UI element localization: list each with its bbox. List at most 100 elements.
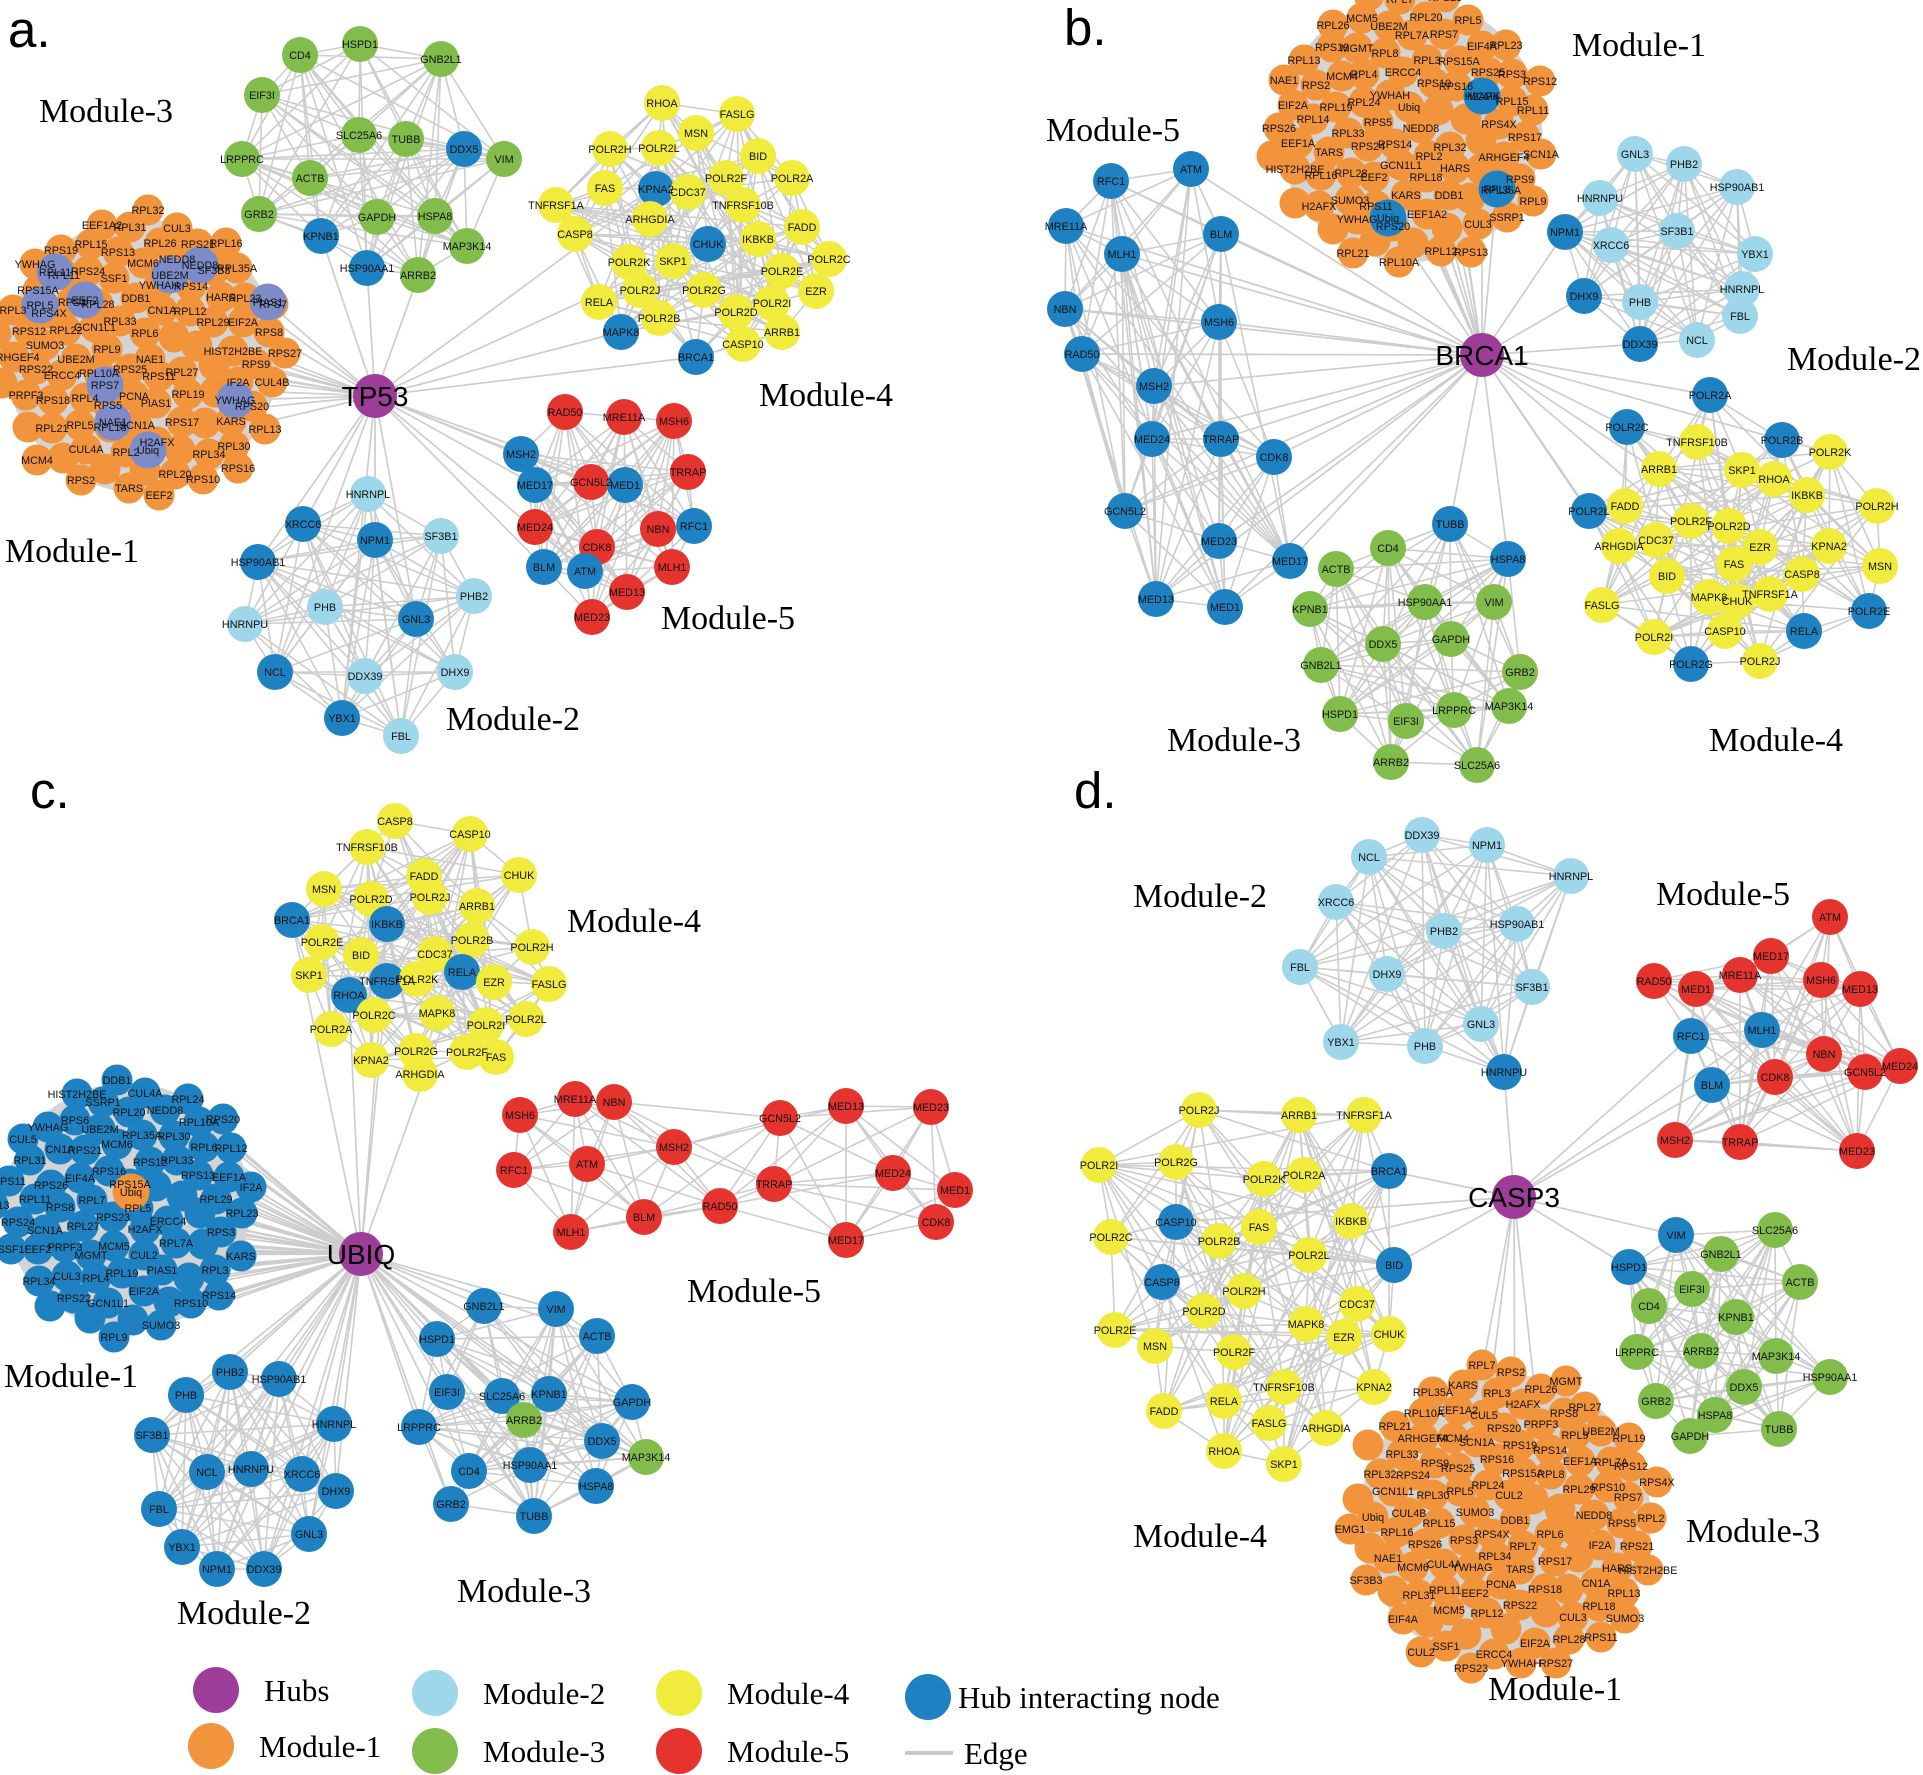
- svg-text:Module-2: Module-2: [1133, 878, 1267, 915]
- svg-text:EEF1A: EEF1A: [1563, 1456, 1598, 1468]
- svg-text:MED23: MED23: [574, 612, 610, 624]
- svg-text:CDK8: CDK8: [1260, 452, 1289, 464]
- svg-text:CDC37: CDC37: [417, 949, 452, 961]
- svg-text:RPS24: RPS24: [71, 266, 105, 278]
- svg-text:POLR2J: POLR2J: [1740, 656, 1781, 668]
- svg-text:SKP1: SKP1: [1270, 1459, 1298, 1471]
- svg-text:RPS10: RPS10: [1417, 78, 1451, 90]
- svg-text:RPL3: RPL3: [201, 1265, 228, 1277]
- svg-text:POLR2H: POLR2H: [510, 942, 553, 954]
- svg-text:PCNA: PCNA: [1486, 1579, 1517, 1591]
- svg-text:NBN: NBN: [1054, 304, 1077, 316]
- svg-text:ARHGDIA: ARHGDIA: [1594, 541, 1644, 553]
- svg-text:UBE2M: UBE2M: [81, 1124, 118, 1136]
- svg-text:RAD50: RAD50: [1065, 349, 1100, 361]
- svg-text:MCM6: MCM6: [101, 1139, 133, 1151]
- svg-text:TNFRSF1A: TNFRSF1A: [1742, 589, 1799, 601]
- svg-text:IF2A: IF2A: [1589, 1540, 1613, 1552]
- svg-text:NAE1: NAE1: [1270, 75, 1298, 87]
- svg-text:RPS25: RPS25: [1441, 1463, 1475, 1475]
- svg-text:Module-2: Module-2: [177, 1595, 311, 1632]
- svg-text:HSP90AB1: HSP90AB1: [252, 1374, 307, 1386]
- svg-text:CN1A: CN1A: [46, 1144, 76, 1156]
- svg-text:RPL21: RPL21: [1336, 248, 1369, 260]
- svg-text:POLR2A: POLR2A: [1283, 1170, 1326, 1182]
- svg-text:RPL13: RPL13: [248, 424, 281, 436]
- svg-text:ARHGDIA: ARHGDIA: [1301, 1423, 1351, 1435]
- svg-text:KARS: KARS: [1391, 190, 1420, 202]
- svg-text:RPL9: RPL9: [1561, 1430, 1588, 1442]
- svg-text:RPL15: RPL15: [1495, 96, 1528, 108]
- svg-text:ARHGEF4: ARHGEF4: [0, 352, 40, 364]
- svg-text:MAPK8: MAPK8: [1288, 1319, 1325, 1331]
- svg-text:NCL: NCL: [196, 1467, 218, 1479]
- svg-text:DDX39: DDX39: [247, 1564, 282, 1576]
- svg-text:RAD50: RAD50: [548, 407, 583, 419]
- svg-text:MRE11A: MRE11A: [1045, 221, 1088, 233]
- svg-text:MLH1: MLH1: [658, 562, 687, 574]
- svg-text:SCN1A: SCN1A: [1523, 149, 1560, 161]
- svg-text:RPL19: RPL19: [1612, 1433, 1645, 1445]
- svg-text:TNFRSF10B: TNFRSF10B: [336, 842, 398, 854]
- svg-text:DDX39: DDX39: [348, 671, 383, 683]
- svg-text:Module-5: Module-5: [727, 1734, 849, 1769]
- svg-text:RPL26: RPL26: [143, 238, 176, 250]
- svg-text:KPNB1: KPNB1: [1292, 604, 1327, 616]
- svg-text:MED23: MED23: [1839, 1146, 1875, 1158]
- svg-text:MGMT: MGMT: [1341, 43, 1374, 55]
- svg-text:MCM5: MCM5: [1346, 13, 1378, 25]
- svg-text:RPS17: RPS17: [1538, 1556, 1572, 1568]
- svg-text:CASP8: CASP8: [1784, 569, 1819, 581]
- svg-text:POLR2F: POLR2F: [1670, 516, 1712, 528]
- svg-text:Hub interacting node: Hub interacting node: [958, 1680, 1220, 1715]
- svg-text:XRCC6: XRCC6: [1593, 240, 1630, 252]
- svg-text:BID: BID: [352, 950, 370, 962]
- svg-text:SF3B3: SF3B3: [197, 265, 230, 277]
- svg-text:NAE1: NAE1: [136, 354, 164, 366]
- svg-text:IKBKB: IKBKB: [1791, 490, 1823, 502]
- svg-text:TUBB: TUBB: [392, 134, 421, 146]
- svg-text:EIF2A: EIF2A: [1520, 1638, 1551, 1650]
- svg-text:RPL16: RPL16: [1380, 1527, 1413, 1539]
- svg-text:Module-5: Module-5: [661, 600, 795, 637]
- svg-text:DDB1: DDB1: [103, 1075, 132, 1087]
- svg-text:RPL8: RPL8: [1537, 1469, 1564, 1481]
- svg-text:DDB1: DDB1: [122, 293, 151, 305]
- svg-text:YBX1: YBX1: [1741, 249, 1769, 261]
- svg-text:RPS18: RPS18: [1528, 1584, 1562, 1596]
- svg-text:RPL15: RPL15: [1422, 1518, 1455, 1530]
- svg-text:MCM4: MCM4: [1437, 1433, 1469, 1445]
- svg-text:POLR2G: POLR2G: [682, 285, 726, 297]
- svg-text:MAPK8: MAPK8: [603, 327, 640, 339]
- svg-text:TNFRSF10B: TNFRSF10B: [712, 200, 774, 212]
- svg-text:RFC1: RFC1: [1097, 176, 1125, 188]
- svg-text:RPS19: RPS19: [1503, 1440, 1537, 1452]
- svg-text:GNB2L1: GNB2L1: [1300, 660, 1341, 672]
- svg-text:RPS26: RPS26: [1408, 1539, 1442, 1551]
- svg-text:EEF2: EEF2: [24, 1244, 51, 1256]
- svg-text:CD4: CD4: [1638, 1301, 1660, 1313]
- svg-text:RPL27: RPL27: [165, 367, 198, 379]
- svg-text:RPS12: RPS12: [12, 326, 46, 338]
- svg-text:RPS5: RPS5: [94, 400, 122, 412]
- svg-text:MCM6: MCM6: [1397, 1562, 1429, 1574]
- svg-text:HSPA8: HSPA8: [418, 211, 453, 223]
- svg-text:RPL28: RPL28: [1334, 168, 1367, 180]
- svg-text:MED17: MED17: [828, 1235, 864, 1247]
- svg-text:HSPD1: HSPD1: [419, 1334, 455, 1346]
- svg-text:RPL19: RPL19: [105, 1268, 138, 1280]
- svg-text:EIF2A: EIF2A: [228, 317, 259, 329]
- svg-text:NPM1: NPM1: [360, 535, 390, 547]
- svg-text:SUMO3: SUMO3: [1456, 1507, 1494, 1519]
- svg-text:BRCA1: BRCA1: [678, 352, 714, 364]
- svg-text:FAS: FAS: [1724, 559, 1744, 571]
- svg-text:YWHAG: YWHAG: [1337, 214, 1378, 226]
- svg-text:RPS24: RPS24: [1, 1217, 35, 1229]
- svg-text:MAPK8: MAPK8: [419, 1008, 456, 1020]
- svg-text:PHB2: PHB2: [216, 1367, 244, 1379]
- svg-text:POLR2E: POLR2E: [1848, 606, 1891, 618]
- svg-text:TRRAP: TRRAP: [670, 467, 707, 479]
- svg-text:RPL13: RPL13: [0, 1200, 10, 1212]
- svg-text:RPL3: RPL3: [1483, 184, 1510, 196]
- svg-text:FADD: FADD: [1150, 1406, 1179, 1418]
